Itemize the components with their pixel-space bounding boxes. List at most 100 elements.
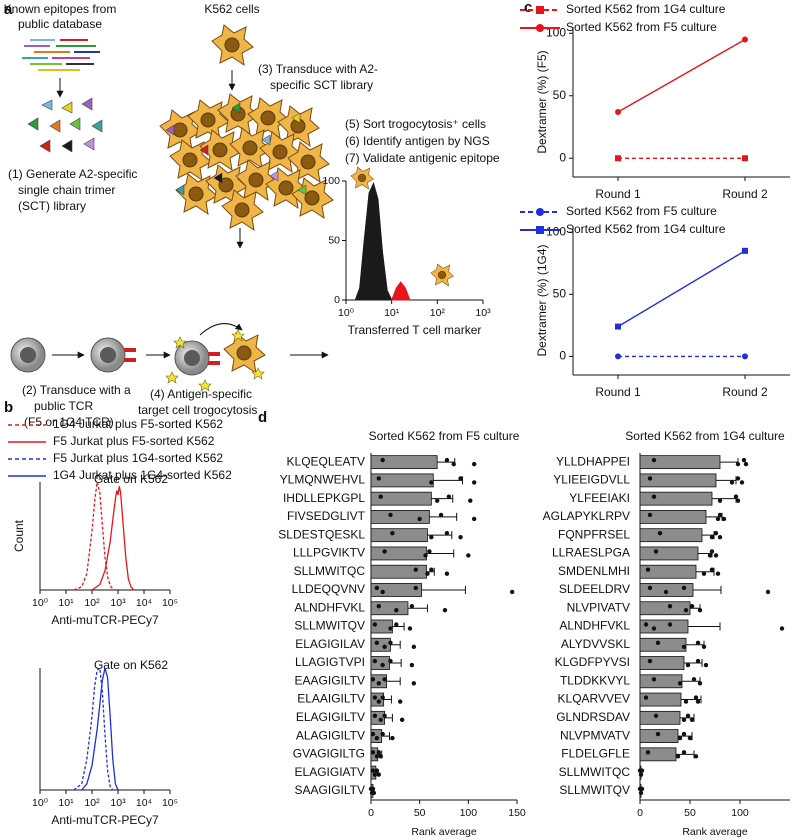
k562-cell xyxy=(223,332,266,374)
replicate-point xyxy=(735,498,741,503)
category-label: AGLAPYKLRPV xyxy=(543,509,630,523)
replicate-point xyxy=(398,699,403,704)
replicate-point xyxy=(639,768,645,773)
x-tick-label: 50 xyxy=(684,807,696,819)
replicate-point xyxy=(376,699,381,704)
replicate-point xyxy=(695,640,701,645)
diagram-text: (2) Transduce with a xyxy=(22,383,131,397)
x-tick-label: 50 xyxy=(414,807,426,819)
replicate-point xyxy=(380,695,385,700)
bar xyxy=(370,692,385,707)
tcr xyxy=(208,352,220,365)
legend-label: Sorted K562 from 1G4 culture xyxy=(566,222,726,236)
replicate-point xyxy=(380,589,385,595)
category-label: SLLMWITQV xyxy=(559,783,630,797)
replicate-point xyxy=(683,608,689,613)
x-axis-label: Rank average xyxy=(411,826,477,838)
replicate-point xyxy=(643,695,649,700)
replicate-point xyxy=(701,644,707,649)
diagram-text: (F5 or 1G4 TCR) xyxy=(24,415,114,429)
replicate-point xyxy=(468,498,473,503)
tcr xyxy=(124,348,136,362)
replicate-point xyxy=(411,681,417,686)
sct-triangles xyxy=(27,97,103,153)
y-tick-label: 50 xyxy=(553,286,567,300)
x-axis-label: Anti-muTCR-PECy7 xyxy=(51,613,159,627)
replicate-point xyxy=(647,585,653,591)
annotation: Gate on K562 xyxy=(94,472,168,486)
bar xyxy=(370,583,423,597)
category-label: SAAGIGILTV xyxy=(295,783,365,797)
replicate-point xyxy=(677,681,683,686)
replicate-point xyxy=(683,699,689,704)
x-tick-label: 10³ xyxy=(110,797,126,809)
replicate-point xyxy=(374,585,380,591)
replicate-point xyxy=(733,494,739,499)
replicate-point xyxy=(689,604,695,609)
replicate-point xyxy=(695,658,701,664)
replicate-point xyxy=(382,644,387,649)
diagram-text: public database xyxy=(18,17,102,31)
category-label: ALAGIGILTV xyxy=(296,728,365,742)
replicate-point xyxy=(695,699,701,704)
replicate-point xyxy=(717,512,723,518)
x-tick-label: 10¹ xyxy=(384,307,400,319)
legend-label: F5 Jurkat plus 1G4-sorted K562 xyxy=(53,451,223,465)
legend-marker xyxy=(536,208,544,216)
replicate-point xyxy=(689,717,695,723)
category-label: SLLMWITQC xyxy=(559,765,631,779)
x-tick-label: 10⁴ xyxy=(136,797,152,809)
replicate-point xyxy=(438,512,444,518)
replicate-point xyxy=(380,662,385,668)
category-label: TLDDKKVYL xyxy=(560,673,630,687)
replicate-point xyxy=(376,476,381,481)
replicate-point xyxy=(425,571,430,576)
replicate-point xyxy=(429,480,434,485)
replicate-point xyxy=(394,608,399,613)
bar xyxy=(639,491,713,506)
t-cell xyxy=(90,337,126,373)
replicate-point xyxy=(701,571,707,576)
replicate-point xyxy=(370,677,376,682)
replicate-point xyxy=(681,585,687,591)
curve xyxy=(91,486,135,591)
diagram-text: specific SCT library xyxy=(270,78,373,92)
replicate-point xyxy=(388,658,393,664)
replicate-point xyxy=(691,677,697,682)
category-label: KLQEQLEATV xyxy=(287,454,365,468)
bar xyxy=(639,674,683,689)
error-bar xyxy=(389,659,402,668)
replicate-point xyxy=(647,658,653,664)
replicate-point xyxy=(382,713,387,719)
line xyxy=(617,250,746,328)
error-bar xyxy=(429,512,458,521)
replicate-point xyxy=(372,658,378,664)
replicate-point xyxy=(374,768,380,773)
x-tick-label: 10⁵ xyxy=(162,797,178,809)
category-label: NLVPIVATV xyxy=(567,600,630,614)
replicate-point xyxy=(693,754,699,759)
category-label: ALNDHFVKL xyxy=(294,600,365,614)
replicate-point xyxy=(371,790,377,796)
bar xyxy=(639,546,699,561)
y-tick-label: 0 xyxy=(334,294,340,306)
replicate-point xyxy=(434,498,440,503)
bar xyxy=(370,528,428,543)
y-tick-label: 0 xyxy=(559,150,566,164)
replicate-point xyxy=(409,604,415,609)
x-axis-label: Transferred T cell marker xyxy=(348,323,482,337)
category-label: LLDEQQVNV xyxy=(292,582,365,596)
replicate-point xyxy=(388,512,393,518)
replicate-point xyxy=(411,644,417,649)
category-label: ELAGIGILTV xyxy=(296,710,365,724)
bar xyxy=(370,564,427,579)
x-tick-label: 10¹ xyxy=(58,597,74,609)
error-bar xyxy=(688,622,721,631)
category-label: FLDELGFLE xyxy=(561,747,630,761)
replicate-point xyxy=(446,494,452,499)
replicate-point xyxy=(388,640,393,645)
replicate-point xyxy=(444,571,450,576)
x-tick-label: 10³ xyxy=(475,307,491,319)
replicate-point xyxy=(645,750,651,755)
x-tick-label: 10³ xyxy=(110,597,126,609)
